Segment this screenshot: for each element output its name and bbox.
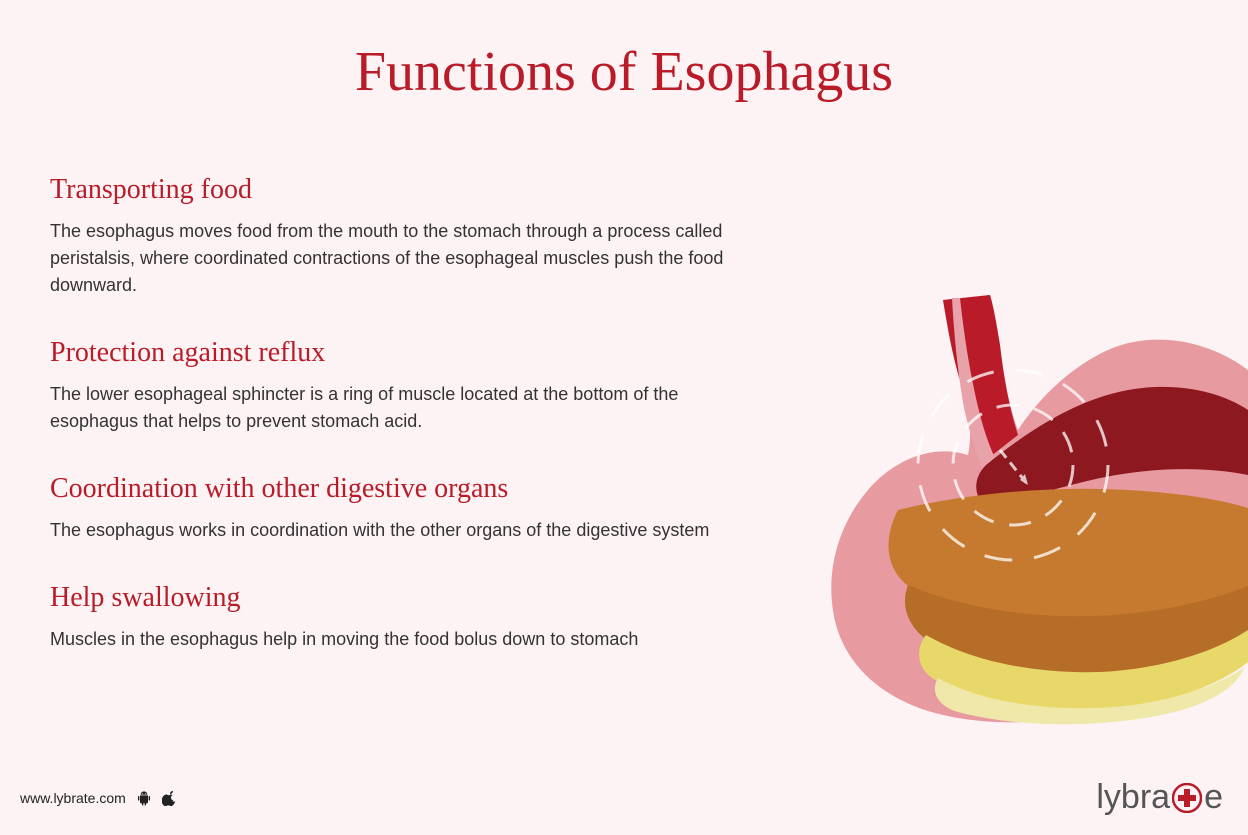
section-body: The esophagus works in coordination with… (50, 517, 770, 544)
section-body: The esophagus moves food from the mouth … (50, 218, 770, 299)
section-coordination: Coordination with other digestive organs… (50, 473, 770, 544)
section-protection-reflux: Protection against reflux The lower esop… (50, 337, 770, 435)
footer-left: www.lybrate.com (20, 790, 178, 806)
apple-icon (162, 790, 178, 806)
footer: www.lybrate.com lybra e (20, 778, 1223, 817)
brand-logo: lybra e (1096, 778, 1223, 817)
section-body: The lower esophageal sphincter is a ring… (50, 381, 770, 435)
section-help-swallowing: Help swallowing Muscles in the esophagus… (50, 582, 770, 653)
page-title: Functions of Esophagus (50, 40, 1198, 104)
brand-text-left: lybra (1096, 778, 1170, 817)
android-icon (136, 790, 152, 806)
brand-cross-icon (1172, 783, 1202, 813)
section-heading: Coordination with other digestive organs (50, 473, 770, 505)
section-heading: Transporting food (50, 174, 770, 206)
footer-url: www.lybrate.com (20, 790, 126, 806)
content-column: Transporting food The esophagus moves fo… (50, 174, 770, 653)
brand-text-right: e (1204, 778, 1223, 817)
section-transporting-food: Transporting food The esophagus moves fo… (50, 174, 770, 299)
section-heading: Protection against reflux (50, 337, 770, 369)
section-body: Muscles in the esophagus help in moving … (50, 626, 770, 653)
stomach-illustration (768, 290, 1248, 730)
infographic-container: Functions of Esophagus Transporting food… (0, 0, 1248, 835)
section-heading: Help swallowing (50, 582, 770, 614)
